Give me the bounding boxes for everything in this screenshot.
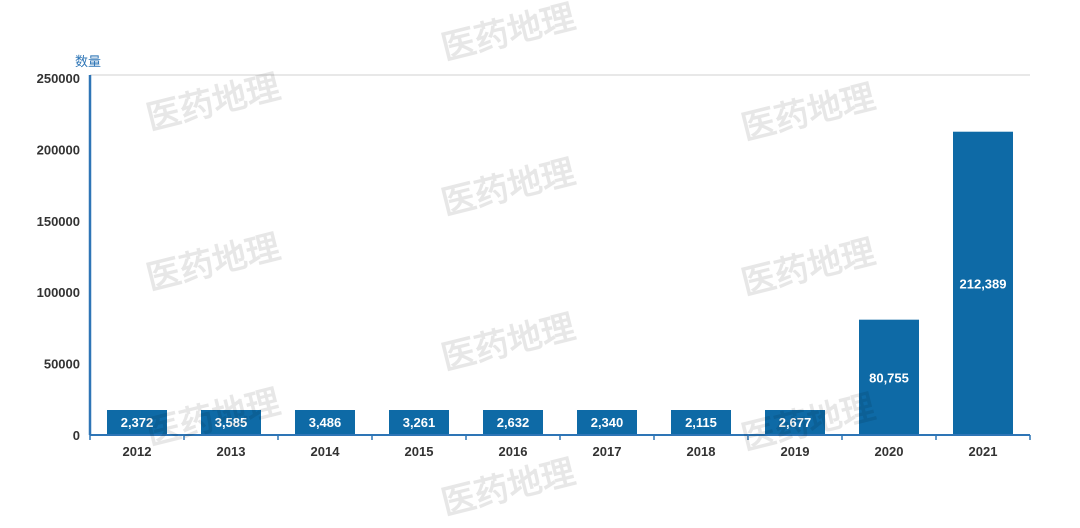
data-label: 3,486 — [309, 415, 342, 430]
y-axis-label: 数量 — [75, 55, 101, 70]
data-label-box — [577, 410, 637, 434]
x-tick-label: 2014 — [311, 444, 341, 459]
data-label: 3,261 — [403, 415, 436, 430]
data-label: 2,115 — [685, 415, 717, 430]
watermark: 医药地理 — [738, 232, 880, 304]
watermark: 医药地理 — [143, 382, 285, 454]
y-tick-label: 250000 — [37, 71, 80, 86]
data-label-box — [107, 410, 167, 434]
watermark: 医药地理 — [143, 227, 285, 299]
y-tick-label: 200000 — [37, 142, 80, 157]
watermark: 医药地理 — [738, 77, 880, 149]
watermark: 医药地理 — [143, 67, 285, 139]
x-tick-label: 2013 — [217, 444, 246, 459]
watermark: 医药地理 — [438, 307, 580, 379]
data-label: 212,389 — [960, 276, 1007, 291]
y-tick-label: 0 — [73, 428, 80, 443]
data-label: 2,632 — [497, 415, 530, 430]
watermark: 医药地理 — [438, 0, 580, 69]
x-tick-label: 2016 — [499, 444, 528, 459]
watermark: 医药地理 — [438, 452, 580, 524]
x-tick-label: 2018 — [687, 444, 716, 459]
data-label-box — [483, 410, 543, 434]
x-tick-label: 2021 — [969, 444, 998, 459]
x-tick-label: 2019 — [781, 444, 810, 459]
data-label-box — [671, 410, 731, 434]
data-label: 2,677 — [779, 415, 812, 430]
y-tick-label: 150000 — [37, 214, 80, 229]
data-label: 3,585 — [215, 415, 248, 430]
data-label: 80,755 — [869, 370, 909, 385]
x-tick-label: 2017 — [593, 444, 622, 459]
data-label: 2,372 — [121, 415, 154, 430]
x-tick-label: 2012 — [123, 444, 152, 459]
x-tick-label: 2020 — [875, 444, 904, 459]
y-tick-label: 50000 — [44, 357, 80, 372]
bar — [859, 319, 919, 435]
data-label-box — [389, 410, 449, 434]
data-label-box — [295, 410, 355, 434]
data-label-box — [201, 410, 261, 434]
bar — [953, 131, 1013, 436]
data-label: 2,340 — [591, 415, 624, 430]
watermark: 医药地理 — [438, 152, 580, 224]
x-tick-label: 2015 — [405, 444, 434, 459]
data-label-box — [765, 410, 825, 434]
y-tick-label: 100000 — [37, 285, 80, 300]
